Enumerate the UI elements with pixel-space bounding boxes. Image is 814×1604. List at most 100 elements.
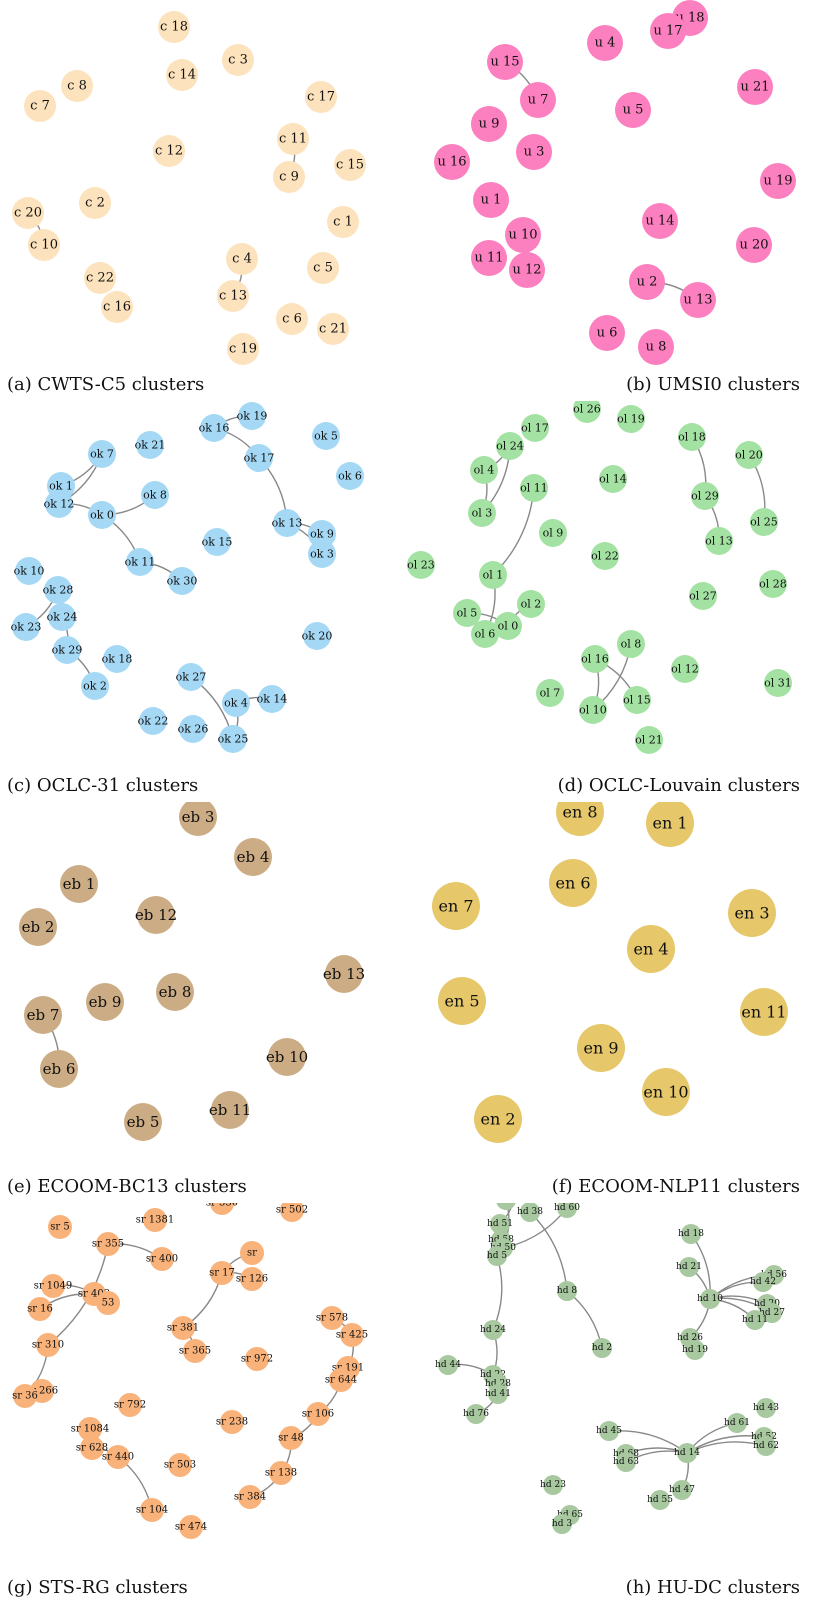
cluster-node-circle (220, 1410, 244, 1434)
cluster-node-circle (599, 465, 627, 493)
cluster-node-label: sr 138 (265, 1468, 297, 1479)
cluster-node-circle (238, 402, 266, 430)
cluster-node-label: 53 (102, 1298, 115, 1309)
cluster-node-hd-61: hd 61 (724, 1413, 750, 1433)
cluster-node-label: eb 3 (182, 808, 215, 826)
cluster-node-circle (745, 1310, 765, 1330)
cluster-node-label: hd 51 (487, 1219, 513, 1229)
cluster-node-circle (88, 440, 116, 468)
cluster-node-circle (48, 603, 76, 631)
cluster-node-label: u 13 (683, 293, 712, 308)
cluster-node-label: ok 7 (90, 448, 114, 461)
cluster-node-eb-9: eb 9 (86, 983, 124, 1021)
cluster-node-ol-29: ol 29 (691, 482, 719, 510)
cluster-node-circle (153, 135, 185, 167)
cluster-node-label: hd 42 (750, 1277, 776, 1287)
cluster-node-u-15: u 15 (487, 44, 523, 80)
cluster-node-label: sr 104 (136, 1505, 168, 1516)
cluster-node-ok-11: ok 11 (125, 548, 155, 576)
cluster-node-label: sr 365 (179, 1346, 211, 1357)
cluster-node-label: sr 972 (241, 1354, 273, 1365)
cluster-node-hd-11: hd 11 (742, 1310, 768, 1330)
cluster-node-label: ok 6 (338, 470, 362, 483)
cluster-node-circle (615, 92, 651, 128)
cluster-node-circle (88, 501, 116, 529)
cluster-node-label: hd 20 (754, 1299, 780, 1309)
cluster-node-label: eb 8 (159, 983, 192, 1001)
cluster-node-circle (273, 161, 305, 193)
cluster-node-circle (496, 1203, 516, 1210)
cluster-node-circle (740, 988, 788, 1036)
cluster-node-label: ol 9 (543, 527, 564, 540)
cluster-node-circle (487, 1246, 507, 1266)
cluster-node-circle (466, 1404, 486, 1424)
cluster-node-label: sr 310 (32, 1340, 64, 1351)
cluster-node-label: ol 6 (475, 628, 496, 641)
cluster-node-label: c 4 (232, 252, 252, 267)
cluster-node-circle (141, 481, 169, 509)
cluster-node-circle (150, 1247, 174, 1271)
cluster-node-circle (219, 725, 247, 753)
cluster-node-circle (471, 620, 499, 648)
cluster-node-label: en 11 (741, 1003, 786, 1022)
cluster-node-sr-384: sr 384 (234, 1485, 266, 1509)
cluster-node-c-15: c 15 (334, 149, 366, 181)
cluster-node-label: ol 1 (483, 569, 504, 582)
cluster-node-circle (488, 1384, 508, 1404)
cluster-node-ok-19: ok 19 (237, 402, 267, 430)
cluster-node-circle (599, 1421, 619, 1441)
cluster-node-ol-10: ol 10 (579, 696, 607, 724)
cluster-node-label: sr 1084 (71, 1424, 110, 1435)
cluster-node-circle (305, 81, 337, 113)
cluster-node-circle (521, 414, 549, 442)
cluster-node-label: ok 27 (176, 671, 207, 684)
cluster-node-circle (336, 462, 364, 490)
cluster-node-ol-14: ol 14 (599, 465, 627, 493)
cluster-node-label: ok 2 (83, 680, 107, 693)
cluster-node-circle (737, 69, 773, 105)
cluster-node-label: en 4 (633, 940, 668, 959)
cluster-node-label: hd 56 (761, 1270, 787, 1280)
cluster-node-circle (642, 203, 678, 239)
cluster-node-circle (226, 243, 258, 275)
cluster-node-circle (407, 551, 435, 579)
cluster-node-circle (303, 622, 331, 650)
cluster-node-circle (61, 70, 93, 102)
cluster-node-circle (539, 519, 567, 547)
cluster-node-en-8: en 8 (556, 802, 604, 836)
cluster-node-label: ok 17 (244, 452, 275, 465)
cluster-node-circle (36, 1333, 60, 1357)
cluster-node-circle (222, 689, 250, 717)
cluster-node-circle (96, 1232, 120, 1256)
cluster-node-c-19: c 19 (227, 333, 259, 365)
cluster-node-sr-503: sr 503 (164, 1453, 196, 1477)
cluster-node-label: ok 0 (90, 509, 114, 522)
cluster-node-ol-3: ol 3 (468, 499, 496, 527)
cluster-node-hd-63: hd 63 (613, 1452, 639, 1472)
cluster-node-ol-16: ol 16 (581, 645, 609, 673)
cluster-node-u-13: u 13 (680, 282, 716, 318)
cluster-node-label: ok 23 (11, 621, 42, 634)
cluster-node-circle (41, 1274, 65, 1298)
cluster-node-circle (306, 1402, 330, 1426)
cluster-node-label: u 9 (479, 117, 500, 132)
cluster-node-hd-10: hd 10 (697, 1289, 723, 1309)
cluster-node-ok-7: ok 7 (88, 440, 116, 468)
cluster-node-label: c 1 (333, 215, 353, 230)
cluster-node-label: eb 13 (323, 965, 365, 983)
cluster-node-ol-24: ol 24 (496, 432, 524, 460)
cluster-node-label: hd 45 (596, 1426, 622, 1436)
cluster-node-hd-55: hd 55 (647, 1490, 673, 1510)
cluster-node-label: sr 403 (78, 1289, 110, 1300)
cluster-node-circle (727, 1413, 747, 1433)
cluster-node-circle (589, 315, 625, 351)
cluster-node-circle (96, 1291, 120, 1315)
cluster-node-label: sr 381 (167, 1323, 199, 1334)
cluster-node-label: ok 28 (43, 584, 74, 597)
network-graph-cwts-c5: c 18 c 3 c 14 c 8 c 7 c 17 c 11 c 12 c 15 c 9 c 2 c… (12, 11, 366, 365)
cluster-node-circle (650, 13, 686, 49)
panel-caption: (b) UMSI0 clusters (626, 374, 800, 395)
cluster-node-circle (705, 527, 733, 555)
cluster-node-ok-29: ok 29 (52, 636, 82, 664)
